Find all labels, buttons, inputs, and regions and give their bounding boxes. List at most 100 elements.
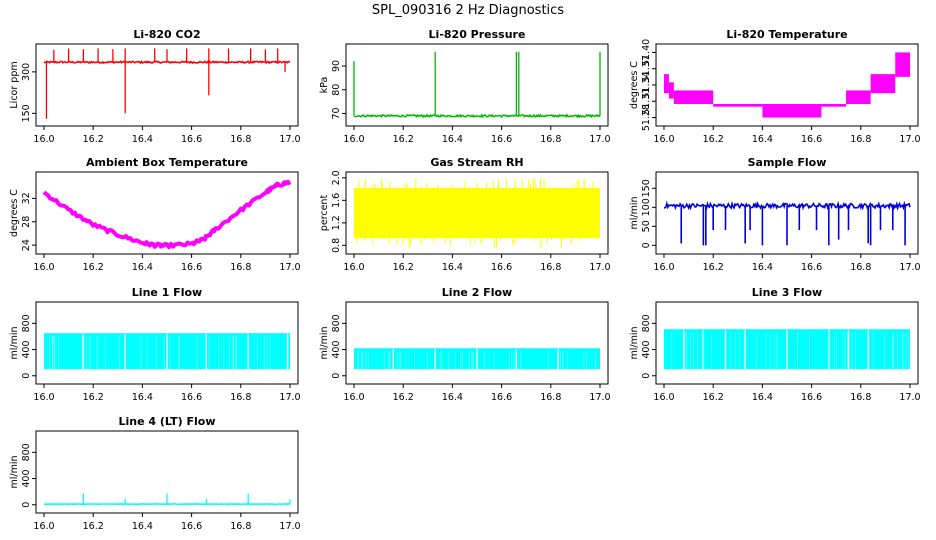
y-axis-label: ml/min: [9, 455, 20, 488]
panel-title: Line 1 Flow: [132, 286, 202, 299]
x-tick-label: 16.0: [33, 134, 54, 145]
y-tick-label: 80: [331, 84, 342, 96]
y-axis-label: Licor ppm: [9, 61, 20, 108]
x-tick-label: 16.4: [132, 262, 153, 273]
x-tick-label: 16.8: [230, 521, 251, 532]
step-band: [673, 90, 714, 104]
y-tick-label: 51.37: [641, 55, 652, 82]
data-marks: [664, 329, 910, 370]
panel-title: Line 4 (LT) Flow: [119, 415, 216, 428]
x-tick-label: 16.6: [181, 134, 202, 145]
x-tick-label: 16.4: [132, 521, 153, 532]
panel-title: Line 2 Flow: [442, 286, 512, 299]
figure-title: SPL_090316 2 Hz Diagnostics: [372, 3, 564, 18]
panel-title: Line 3 Flow: [752, 286, 822, 299]
panel-title: Li-820 Pressure: [429, 28, 526, 41]
y-axis-label: ml/min: [9, 326, 20, 359]
y-tick-label: 800: [21, 314, 32, 332]
x-tick-label: 16.8: [850, 392, 871, 403]
x-tick-label: 17.0: [589, 392, 610, 403]
data-marks: [43, 48, 291, 119]
plot-frame: [345, 43, 609, 127]
y-tick-label: 0: [641, 373, 652, 379]
panel-title: Ambient Box Temperature: [86, 156, 248, 169]
x-tick-label: 16.0: [343, 392, 364, 403]
y-axis-label: degrees C: [9, 189, 20, 237]
x-tick-label: 16.6: [181, 521, 202, 532]
x-tick-label: 16.6: [181, 262, 202, 273]
y-tick-label: 400: [331, 340, 342, 358]
x-tick-label: 16.6: [491, 262, 512, 273]
y-tick-label: 51.28: [641, 104, 652, 131]
plot-frame: [35, 301, 299, 385]
x-tick-label: 16.8: [230, 262, 251, 273]
step-band: [668, 82, 674, 99]
panel-6: Sample Flow 16.0 16.2 16.4 16.6 16.8 17.0 0 50 10…: [629, 156, 921, 273]
x-tick-label: 16.2: [703, 262, 724, 273]
x-tick-label: 16.6: [801, 134, 822, 145]
panel-9: Line 3 Flow 16.0 16.2 16.4 16.6 16.8 17.0 0 400 8…: [629, 286, 921, 403]
x-tick-label: 16.4: [752, 134, 773, 145]
y-tick-label: 150: [21, 104, 32, 122]
x-tick-label: 16.4: [132, 392, 153, 403]
x-tick-label: 16.6: [801, 262, 822, 273]
y-tick-label: 51.31: [641, 88, 652, 115]
y-axis-label: ml/min: [319, 326, 330, 359]
panel-3: Li-820 Temperature 16.0 16.2 16.4 16.6 16.8 17…: [629, 28, 921, 145]
x-tick-label: 16.0: [33, 262, 54, 273]
data-marks: [354, 348, 600, 370]
x-tick-label: 16.8: [230, 392, 251, 403]
y-tick-label: 400: [641, 340, 652, 358]
panel-5: Gas Stream RH 16.0 16.2 16.4 16.6 16.8 17.0 0.8…: [319, 156, 611, 273]
series-band: [354, 187, 600, 239]
step-band: [821, 104, 847, 107]
plot-frame: [35, 43, 299, 127]
step-band: [713, 104, 763, 107]
x-tick-label: 16.2: [393, 392, 414, 403]
x-tick-label: 16.4: [442, 392, 463, 403]
panel-title: Sample Flow: [748, 156, 827, 169]
x-tick-label: 16.8: [540, 134, 561, 145]
panel-title: Li-820 Temperature: [726, 28, 847, 41]
x-tick-label: 16.4: [752, 262, 773, 273]
y-tick-label: 28: [21, 216, 32, 228]
y-tick-label: 0.8: [331, 238, 342, 253]
data-marks: [663, 200, 911, 246]
x-tick-label: 16.4: [752, 392, 773, 403]
x-tick-label: 16.0: [653, 134, 674, 145]
y-tick-label: 800: [21, 443, 32, 461]
x-tick-label: 16.6: [181, 392, 202, 403]
y-tick-label: 51.34: [641, 71, 652, 98]
x-tick-label: 16.2: [83, 262, 104, 273]
x-tick-label: 16.0: [653, 392, 674, 403]
y-axis-label: percent: [319, 195, 330, 232]
x-tick-label: 17.0: [279, 134, 300, 145]
panel-1: Li-820 CO2 16.0 16.2 16.4 16.6 16.8 17.0 150 300…: [9, 28, 301, 145]
data-marks: [42, 179, 292, 250]
y-tick-label: 300: [21, 63, 32, 81]
panel-2: Li-820 Pressure 16.0 16.2 16.4 16.6 16.8 17.0 7…: [319, 28, 611, 145]
series-line: [42, 179, 292, 250]
y-tick-label: 150: [641, 179, 652, 197]
step-band: [895, 52, 910, 77]
panel-title: Li-820 CO2: [133, 28, 200, 41]
step-band: [846, 90, 871, 104]
step-band: [762, 104, 822, 118]
panel-7: Line 1 Flow 16.0 16.2 16.4 16.6 16.8 17.0 0 400 8…: [9, 286, 301, 403]
x-tick-label: 16.8: [540, 392, 561, 403]
y-tick-label: 1.6: [331, 193, 342, 208]
data-marks: [44, 333, 290, 370]
x-tick-label: 16.8: [230, 134, 251, 145]
x-tick-label: 16.2: [703, 134, 724, 145]
step-band: [870, 74, 896, 94]
data-marks: [353, 178, 600, 248]
x-tick-label: 16.4: [442, 134, 463, 145]
y-tick-label: 51.40: [641, 39, 652, 66]
x-tick-label: 17.0: [279, 521, 300, 532]
series-line: [353, 113, 601, 119]
plot-frame: [345, 171, 609, 255]
x-tick-label: 16.4: [132, 134, 153, 145]
panel-4: Ambient Box Temperature 16.0 16.2 16.4 16.6 1…: [9, 156, 301, 273]
x-tick-label: 16.0: [33, 392, 54, 403]
